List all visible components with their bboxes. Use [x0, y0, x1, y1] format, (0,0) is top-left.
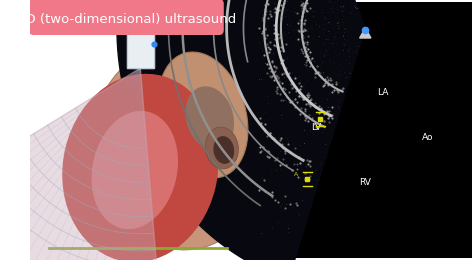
Polygon shape: [0, 68, 160, 260]
Polygon shape: [117, 0, 365, 260]
Ellipse shape: [62, 74, 219, 260]
Ellipse shape: [158, 52, 248, 178]
Text: LV: LV: [311, 123, 321, 132]
Ellipse shape: [185, 86, 234, 150]
Text: Ao: Ao: [421, 133, 433, 142]
Polygon shape: [136, 0, 146, 30]
Bar: [30, 0, 256, 260]
Polygon shape: [0, 68, 160, 260]
Polygon shape: [127, 28, 155, 68]
Text: LA: LA: [377, 88, 389, 97]
Ellipse shape: [213, 136, 234, 164]
Bar: [256, 2, 472, 258]
Polygon shape: [360, 28, 371, 38]
Ellipse shape: [92, 46, 267, 250]
Text: 2D (two-dimensional) ultrasound: 2D (two-dimensional) ultrasound: [17, 12, 236, 25]
Ellipse shape: [91, 111, 178, 229]
FancyBboxPatch shape: [29, 0, 224, 35]
Text: A: A: [294, 172, 298, 177]
Ellipse shape: [205, 127, 238, 169]
Text: RV: RV: [359, 178, 371, 186]
